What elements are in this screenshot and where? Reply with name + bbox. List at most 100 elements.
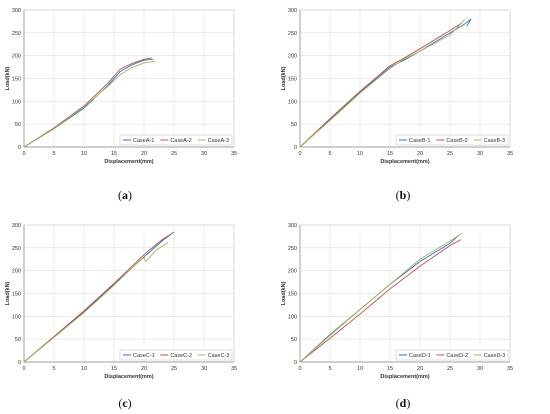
y-tick-label: 50	[15, 122, 21, 128]
y-tick-label: 250	[288, 31, 297, 37]
series-line-CaseA-2	[23, 57, 152, 148]
x-tick-label: 25	[171, 366, 177, 372]
x-tick-label: 35	[507, 366, 513, 372]
legend: CaseB-1 CaseB-2 CaseB-3	[395, 134, 509, 146]
legend-entry: CaseA-3	[208, 138, 229, 144]
legend-entry: CaseB-1	[409, 138, 430, 144]
y-tick-label: 150	[12, 292, 21, 298]
y-tick-label: 300	[12, 8, 21, 14]
x-axis-title: Displacement(mm)	[104, 374, 153, 380]
x-tick-label: 35	[231, 151, 237, 157]
legend-entry: CaseC-2	[170, 353, 192, 359]
x-tick-label: 20	[141, 366, 147, 372]
y-tick-label: 300	[288, 223, 297, 229]
y-axis-title: Load(kN)	[281, 281, 287, 305]
series-line-CaseB-1	[299, 18, 472, 148]
legend-box	[395, 349, 509, 361]
y-tick-label: 0	[18, 360, 21, 366]
chart-panel-d: 0 50 100 150 200 250 300 0 5 10 15 20 25 30 35 Displace…	[281, 223, 513, 380]
series-line-CaseC-3	[23, 241, 169, 363]
legend-box	[119, 349, 233, 361]
legend: CaseA-1 CaseA-2 CaseA-3	[119, 134, 233, 146]
panel-label-d: (d)	[395, 396, 411, 410]
x-tick-label: 35	[231, 366, 237, 372]
x-axis-title: Displacement(mm)	[104, 159, 153, 165]
y-tick-label: 100	[288, 99, 297, 105]
x-tick-label: 0	[22, 366, 25, 372]
x-tick-label: 5	[328, 151, 331, 157]
y-axis-title: Load(kN)	[5, 66, 11, 90]
panel-label-b: (b)	[395, 188, 411, 202]
y-tick-label: 50	[291, 337, 297, 343]
y-tick-label: 50	[291, 122, 297, 128]
x-tick-label: 20	[417, 151, 423, 157]
y-tick-label: 250	[12, 31, 21, 37]
y-axis-title: Load(kN)	[281, 66, 287, 90]
x-tick-label: 15	[387, 151, 393, 157]
legend-entry: CaseC-1	[133, 353, 155, 359]
y-tick-label: 0	[294, 145, 297, 151]
legend-entry: CaseB-3	[484, 138, 505, 144]
y-tick-label: 150	[12, 77, 21, 83]
y-tick-label: 200	[12, 269, 21, 275]
x-tick-label: 0	[298, 366, 301, 372]
legend-entry: CaseD-1	[409, 353, 431, 359]
x-axis-title: Displacement(mm)	[380, 374, 429, 380]
y-tick-label: 0	[294, 360, 297, 366]
y-tick-label: 100	[12, 314, 21, 320]
x-tick-label: 30	[477, 151, 483, 157]
legend-entry: CaseD-3	[484, 353, 506, 359]
y-tick-label: 200	[288, 54, 297, 60]
legend: CaseD-1 CaseD-2 CaseD-3	[395, 349, 509, 361]
x-tick-label: 25	[447, 366, 453, 372]
legend-entry: CaseC-3	[208, 353, 230, 359]
x-tick-label: 10	[357, 366, 363, 372]
y-tick-label: 100	[12, 99, 21, 105]
y-tick-label: 300	[12, 223, 21, 229]
x-tick-label: 15	[111, 151, 117, 157]
chart-panel-c: 0 50 100 150 200 250 300 0 5 10 15 20 25 30 35 Displace…	[5, 223, 237, 380]
legend-box	[119, 134, 233, 146]
y-tick-label: 250	[288, 246, 297, 252]
legend: CaseC-1 CaseC-2 CaseC-3	[119, 349, 233, 361]
series-line-CaseB-2	[299, 22, 463, 148]
x-tick-label: 30	[201, 151, 207, 157]
y-tick-label: 100	[288, 314, 297, 320]
x-tick-label: 5	[52, 366, 55, 372]
y-tick-label: 150	[288, 77, 297, 83]
legend-box	[395, 134, 509, 146]
series-line-CaseD-2	[299, 239, 462, 363]
y-tick-label: 200	[12, 54, 21, 60]
legend-entry: CaseB-2	[446, 138, 467, 144]
x-tick-label: 35	[507, 151, 513, 157]
series-line-CaseC-2	[23, 233, 172, 363]
x-tick-label: 20	[141, 151, 147, 157]
x-tick-label: 20	[417, 366, 423, 372]
legend-entry: CaseD-2	[446, 353, 468, 359]
legend-entry: CaseA-1	[133, 138, 154, 144]
y-tick-label: 50	[15, 337, 21, 343]
x-tick-label: 10	[81, 366, 87, 372]
x-tick-label: 10	[81, 151, 87, 157]
x-tick-label: 10	[357, 151, 363, 157]
series-line-CaseD-3	[299, 232, 463, 363]
chart-panel-a: 0 50 100 150 200 250 300 0 5 10 15 20 25 30 35 Displace…	[5, 8, 237, 165]
x-tick-label: 30	[201, 366, 207, 372]
y-tick-label: 150	[288, 292, 297, 298]
y-tick-label: 250	[12, 246, 21, 252]
x-tick-label: 0	[22, 151, 25, 157]
series-line-CaseB-3	[299, 18, 466, 148]
legend-entry: CaseA-2	[170, 138, 191, 144]
y-tick-label: 300	[288, 8, 297, 14]
x-tick-label: 15	[387, 366, 393, 372]
chart-panel-b: 0 50 100 150 200 250 300 0 5 10 15 20 25 30 35 Displace…	[281, 8, 513, 165]
x-tick-label: 15	[111, 366, 117, 372]
x-tick-label: 25	[447, 151, 453, 157]
series-line-CaseA-3	[23, 60, 155, 148]
x-tick-label: 25	[171, 151, 177, 157]
panel-label-c: (c)	[118, 396, 132, 410]
x-axis-title: Displacement(mm)	[380, 159, 429, 165]
x-tick-label: 5	[52, 151, 55, 157]
panel-label-a: (a)	[118, 188, 132, 202]
